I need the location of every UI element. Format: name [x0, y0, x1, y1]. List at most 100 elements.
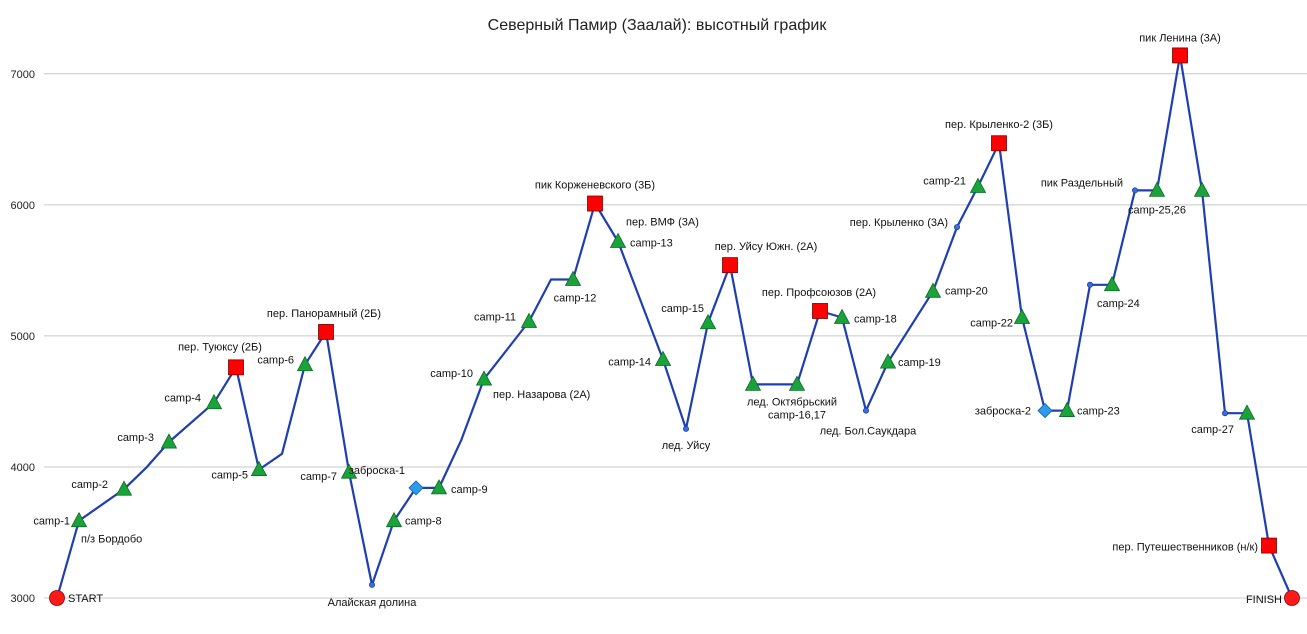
point-label: пер. Крыленко-2 (3Б) — [945, 119, 1053, 131]
point-label: camp-19 — [898, 357, 941, 369]
camp-marker — [430, 479, 448, 495]
camp-marker — [205, 393, 223, 410]
point-label: camp-16,17 — [768, 409, 826, 421]
y-axis-ticks: 3000 4000 5000 6000 7000 — [11, 69, 35, 605]
markers-layer — [49, 47, 1300, 606]
point-label: camp-3 — [117, 432, 154, 444]
labels-layer: START camp-1 camp-2 camp-3 camp-4 пер. Туюксу… — [33, 32, 1282, 608]
camp-marker — [609, 232, 627, 248]
waypoint-marker — [1222, 410, 1229, 417]
point-label: FINISH — [1246, 594, 1282, 606]
camp-marker — [520, 312, 538, 328]
point-label: заброска-2 — [975, 406, 1031, 418]
point-label: START — [68, 593, 103, 605]
point-label: camp-22 — [970, 318, 1013, 330]
point-label: лед. Бол.Саукдара — [820, 426, 917, 438]
point-label: camp-15 — [661, 303, 704, 315]
point-label: пер. Профсоюзов (2А) — [762, 287, 876, 299]
camp-marker — [70, 511, 88, 528]
point-label: camp-24 — [1097, 298, 1140, 310]
waypoint-marker — [954, 224, 961, 231]
camp-marker — [1013, 308, 1031, 324]
point-label: camp-4 — [164, 393, 201, 405]
camp-marker — [1058, 401, 1076, 417]
camp-marker — [1103, 275, 1121, 292]
camp-marker — [1193, 181, 1211, 197]
camp-marker — [115, 480, 133, 496]
point-label: пик Ленина (3А) — [1139, 32, 1221, 44]
point-label: camp-2 — [71, 479, 108, 491]
endpoint-marker — [49, 590, 65, 606]
camp-marker — [296, 355, 314, 372]
pass-marker — [991, 135, 1007, 152]
y-tick-label: 5000 — [11, 331, 35, 343]
point-label: camp-12 — [554, 293, 597, 305]
camp-marker — [833, 308, 851, 324]
annotation-label: п/з Бордобо — [81, 534, 142, 546]
waypoint-marker — [683, 425, 690, 432]
point-label: camp-6 — [257, 355, 294, 367]
point-label: camp-18 — [854, 314, 897, 326]
camp-marker — [250, 460, 268, 476]
series-line — [55, 54, 1294, 599]
point-label: пер. Туюксу (2Б) — [178, 341, 262, 353]
camp-marker — [969, 177, 987, 193]
point-label: camp-1 — [33, 516, 70, 528]
point-label: Алайская долина — [328, 597, 418, 609]
waypoint-marker — [1087, 281, 1094, 288]
camp-marker — [1238, 404, 1256, 420]
camp-marker — [160, 433, 178, 449]
endpoint-marker — [1284, 590, 1300, 606]
cache-marker — [408, 480, 424, 496]
waypoint-marker — [368, 581, 375, 588]
camp-marker — [788, 375, 806, 391]
point-label: camp-13 — [630, 238, 673, 250]
pass-marker — [812, 303, 828, 319]
camp-marker — [879, 353, 897, 369]
point-label: пер. Путешественников (н/к) — [1112, 542, 1258, 554]
point-label: пик Корженевского (3Б) — [535, 180, 655, 192]
camp-marker — [1148, 181, 1166, 197]
point-label: camp-21 — [923, 175, 966, 187]
camp-marker — [744, 375, 762, 391]
camp-marker — [475, 370, 493, 386]
camp-marker — [654, 350, 672, 366]
grid-layer — [44, 73, 1307, 599]
y-tick-label: 4000 — [11, 462, 35, 474]
point-label: camp-25,26 — [1128, 204, 1186, 216]
point-label: лед. Уйсу — [662, 440, 711, 452]
y-tick-label: 6000 — [11, 200, 35, 212]
camp-marker — [699, 313, 717, 330]
waypoint-marker — [1132, 187, 1139, 194]
camp-marker — [924, 282, 942, 298]
point-label: camp-8 — [405, 516, 442, 528]
point-label: пер. Панорамный (2Б) — [267, 308, 381, 320]
pass-marker — [1261, 537, 1277, 554]
point-label: camp-27 — [1191, 424, 1234, 436]
annotation-label: пер. Назарова (2А) — [493, 389, 590, 401]
y-tick-label: 3000 — [11, 593, 35, 605]
point-label: пер. Крыленко (3А) — [850, 217, 948, 229]
point-label: camp-14 — [608, 356, 651, 368]
point-label: пер. Уйсу Южн. (2А) — [715, 241, 818, 253]
pass-marker — [587, 195, 603, 212]
point-label: camp-10 — [430, 368, 473, 380]
pass-marker — [1172, 47, 1188, 64]
y-tick-label: 7000 — [11, 69, 35, 81]
camp-marker — [340, 463, 358, 479]
pass-marker — [722, 257, 738, 274]
camp-marker — [564, 270, 582, 286]
point-label: camp-5 — [211, 470, 248, 482]
point-label: camp-23 — [1077, 406, 1120, 418]
annotation-label: лед. Октябрьский — [747, 396, 837, 408]
point-label: camp-11 — [474, 311, 516, 323]
point-label: camp-7 — [300, 471, 337, 483]
cache-marker — [1037, 403, 1053, 419]
point-label: заброска-1 — [349, 465, 405, 477]
point-label: пик Раздельный — [1041, 177, 1123, 189]
camp-marker — [385, 511, 403, 528]
pass-marker — [228, 359, 244, 376]
annotation-label: пер. ВМФ (3А) — [626, 217, 699, 229]
